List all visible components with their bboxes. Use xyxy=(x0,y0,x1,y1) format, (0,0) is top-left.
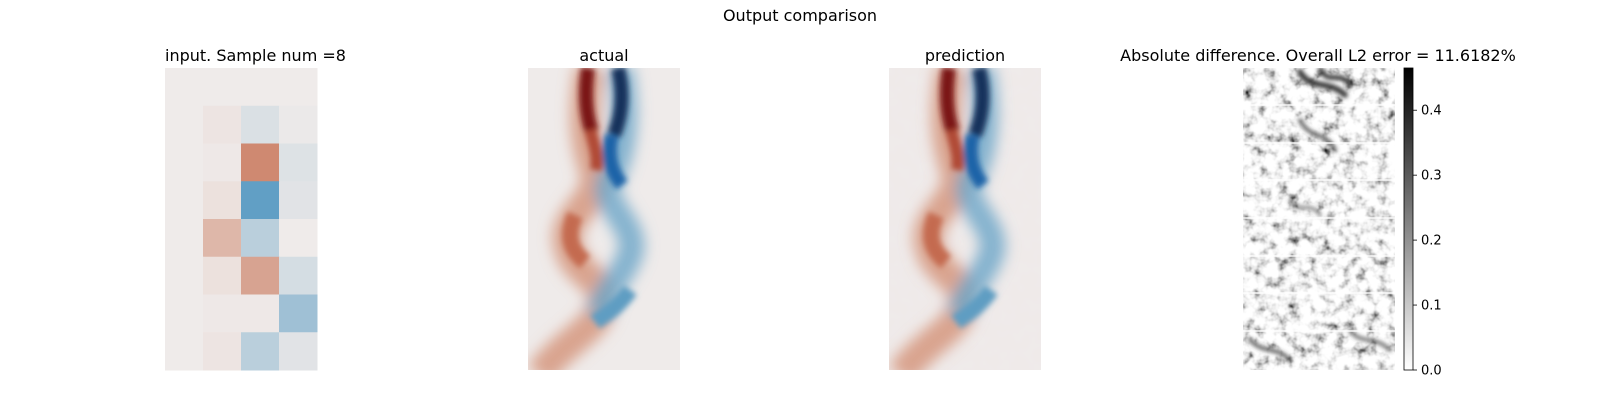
colorbar-tick-label: 0.1 xyxy=(1421,299,1442,314)
input-cell xyxy=(279,256,318,295)
input-cell xyxy=(279,105,318,144)
prediction-heatmap xyxy=(889,68,1041,370)
colorbar-tick-label: 0.2 xyxy=(1421,234,1442,249)
input-cell xyxy=(165,68,204,107)
input-cell xyxy=(241,219,280,258)
input-cell xyxy=(203,143,242,182)
input-cell xyxy=(279,219,318,258)
input-cell xyxy=(165,256,204,295)
input-cell xyxy=(203,294,242,333)
input-cell xyxy=(279,143,318,182)
input-cell xyxy=(241,143,280,182)
input-cell xyxy=(279,68,318,107)
input-cell xyxy=(165,181,204,220)
difference-panel-title: Absolute difference. Overall L2 error = … xyxy=(1120,46,1516,65)
actual-heatmap xyxy=(528,68,680,370)
colorbar-tick-label: 0.4 xyxy=(1421,104,1442,119)
input-cell xyxy=(241,256,280,295)
difference-heatmap xyxy=(1243,68,1395,370)
input-cell xyxy=(165,219,204,258)
input-cell xyxy=(165,332,204,371)
input-cell xyxy=(203,219,242,258)
input-cell xyxy=(279,332,318,371)
figure-title: Output comparison xyxy=(722,6,878,25)
input-cell xyxy=(165,105,204,144)
input-cell xyxy=(165,143,204,182)
actual-panel-title: actual xyxy=(579,46,629,65)
input-cell xyxy=(241,332,280,371)
input-cell xyxy=(203,181,242,220)
input-heatmap xyxy=(165,68,318,371)
input-cell xyxy=(279,294,318,333)
input-cell xyxy=(241,181,280,220)
input-cell xyxy=(203,105,242,144)
input-cell xyxy=(279,181,318,220)
input-cell xyxy=(241,105,280,144)
input-cell xyxy=(165,294,204,333)
input-cell xyxy=(241,68,280,107)
input-cell xyxy=(203,256,242,295)
input-cell xyxy=(203,332,242,371)
input-cell xyxy=(241,294,280,333)
colorbar-tick-label: 0.0 xyxy=(1421,364,1442,379)
difference-colorbar: 0.0 0.1 0.2 0.3 0.4 xyxy=(1403,67,1442,379)
input-panel-title: input. Sample num =8 xyxy=(165,46,346,65)
input-cell xyxy=(203,68,242,107)
colorbar-tick-label: 0.3 xyxy=(1421,169,1442,184)
prediction-panel-title: prediction xyxy=(924,46,1006,65)
